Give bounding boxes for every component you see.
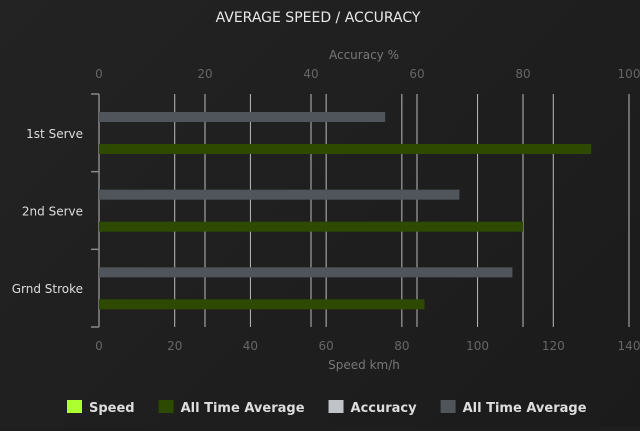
top-tick-label: 0 xyxy=(95,67,103,81)
top-tick-label: 60 xyxy=(409,67,424,81)
legend-label: Speed xyxy=(89,401,135,416)
category-label: 1st Serve xyxy=(26,127,83,141)
bar-accuracy-all-time-average xyxy=(99,112,386,122)
bar-accuracy-all-time-average xyxy=(99,267,513,278)
bottom-tick-label: 60 xyxy=(319,339,334,353)
legend-label: Accuracy xyxy=(351,401,418,416)
top-tick-label: 100 xyxy=(618,67,640,81)
legend-label: All Time Average xyxy=(181,401,305,416)
bottom-tick-label: 20 xyxy=(167,339,182,353)
bar-speed-all-time-average xyxy=(99,299,425,310)
top-tick-label: 80 xyxy=(515,67,530,81)
legend-label: All Time Average xyxy=(463,401,587,416)
bottom-tick-label: 120 xyxy=(542,339,565,353)
legend-swatch xyxy=(328,400,344,413)
bottom-tick-label: 100 xyxy=(466,339,489,353)
top-tick-label: 40 xyxy=(303,67,318,81)
bottom-tick-label: 80 xyxy=(394,339,409,353)
bar-speed-all-time-average xyxy=(99,221,523,232)
legend-swatch xyxy=(158,400,174,413)
chart-title: AVERAGE SPEED / ACCURACY xyxy=(216,10,421,26)
bottom-tick-label: 0 xyxy=(95,339,103,353)
bottom-axis-label: Speed km/h xyxy=(328,358,400,372)
bar-speed-all-time-average xyxy=(99,144,592,154)
top-axis-label: Accuracy % xyxy=(329,48,399,62)
top-tick-label: 20 xyxy=(197,67,212,81)
bar-accuracy-all-time-average xyxy=(99,189,460,200)
category-label: Grnd Stroke xyxy=(12,282,83,296)
bottom-tick-label: 140 xyxy=(618,339,640,353)
category-label: 2nd Serve xyxy=(22,205,83,219)
bottom-tick-label: 40 xyxy=(243,339,258,353)
legend-swatch xyxy=(440,400,456,413)
legend-swatch xyxy=(67,400,82,413)
